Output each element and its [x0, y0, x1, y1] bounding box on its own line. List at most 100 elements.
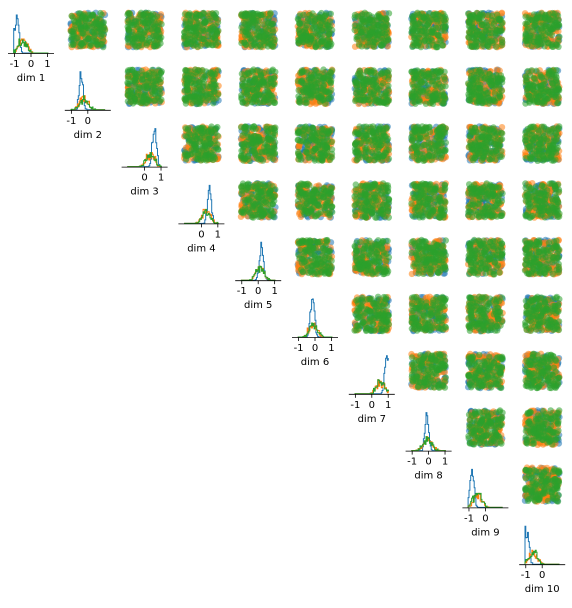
scatter-point — [306, 40, 313, 48]
scatter-point — [499, 19, 506, 26]
scatter-point — [496, 92, 504, 100]
scatter-point — [359, 17, 366, 24]
scatter-point — [357, 27, 364, 34]
scatter-point — [378, 42, 385, 49]
hist-series-3 — [13, 38, 49, 54]
scatter-point — [378, 70, 385, 77]
scatter-point — [379, 98, 387, 106]
scatter-point — [329, 67, 336, 74]
scatter-point — [210, 77, 217, 84]
scatter-point — [143, 41, 150, 48]
scatter-point — [377, 14, 384, 22]
scatter-point — [414, 67, 421, 74]
scatter-point — [300, 11, 307, 18]
scatter-point — [245, 79, 252, 87]
scatter-point — [95, 20, 102, 28]
scatter-point — [304, 17, 311, 25]
scatter-point — [124, 11, 131, 18]
scatter-point — [125, 73, 132, 80]
scatter-point — [496, 82, 503, 89]
scatter-point — [150, 70, 158, 77]
scatter-point — [325, 90, 332, 97]
scatter-point — [187, 40, 194, 47]
scatter-point — [384, 21, 391, 28]
scatter-point — [309, 32, 316, 39]
scatter-point — [360, 84, 367, 92]
scatter-2-7 — [351, 66, 393, 108]
scatter-point — [545, 39, 552, 46]
scatter-point — [432, 82, 440, 90]
scatter-point — [429, 16, 436, 23]
scatter-point — [139, 20, 147, 27]
scatter-point — [192, 69, 200, 76]
scatter-point — [319, 14, 326, 21]
scatter-point — [135, 35, 142, 42]
scatter-point — [195, 19, 203, 27]
scatter-point — [267, 9, 274, 17]
scatter-point — [383, 15, 390, 22]
scatter-2-4 — [181, 66, 222, 108]
scatter-point — [465, 93, 473, 100]
scatter-point — [70, 41, 77, 49]
scatter-point — [140, 94, 147, 101]
scatter-point — [474, 93, 482, 101]
scatter-point — [320, 83, 327, 90]
scatter-point — [250, 41, 257, 48]
scatter-point — [88, 12, 95, 19]
scatter-point — [97, 26, 104, 33]
scatter-point — [250, 66, 257, 73]
scatter-1-7 — [351, 9, 393, 50]
scatter-point — [265, 80, 272, 88]
scatter-point — [367, 70, 374, 77]
scatter-point — [415, 20, 422, 27]
scatter-point — [324, 43, 331, 50]
scatter-point — [262, 25, 269, 32]
scatter-point — [85, 29, 92, 36]
scatter-point — [441, 13, 449, 20]
scatter-point — [241, 32, 249, 39]
scatter-point — [323, 25, 330, 32]
scatter-point — [184, 84, 191, 91]
scatter-point — [439, 83, 446, 90]
scatter-point — [376, 26, 383, 34]
scatter-point — [69, 14, 77, 21]
x-tick-label: 0 — [141, 173, 147, 184]
scatter-point — [437, 67, 445, 75]
scatter-point — [303, 69, 311, 76]
scatter-point — [551, 10, 558, 18]
scatter-point — [551, 16, 559, 23]
scatter-point — [416, 31, 423, 38]
scatter-1-3 — [124, 9, 165, 51]
scatter-point — [538, 24, 545, 32]
scatter-point — [143, 99, 151, 106]
scatter-point — [359, 36, 366, 43]
scatter-point — [156, 30, 163, 37]
scatter-point — [184, 12, 192, 19]
scatter-point — [255, 28, 262, 35]
scatter-point — [434, 16, 441, 23]
scatter-point — [357, 74, 364, 81]
scatter-point — [157, 85, 164, 93]
scatter-point — [261, 32, 268, 39]
scatter-point — [319, 76, 326, 83]
scatter-point — [367, 86, 375, 93]
scatter-point — [137, 28, 144, 35]
scatter-point — [308, 73, 315, 81]
scatter-1-2 — [67, 9, 109, 51]
scatter-point — [242, 41, 250, 48]
scatter-point — [143, 78, 150, 86]
scatter-point — [208, 83, 216, 90]
scatter-point — [78, 30, 85, 37]
scatter-point — [139, 72, 146, 79]
scatter-point — [264, 20, 272, 27]
scatter-point — [82, 17, 89, 24]
scatter-point — [488, 22, 495, 30]
scatter-point — [412, 93, 419, 101]
scatter-point — [479, 34, 486, 41]
scatter-point — [499, 39, 506, 46]
scatter-point — [153, 80, 160, 88]
scatter-point — [155, 42, 162, 49]
scatter-point — [529, 27, 536, 35]
scatter-point — [554, 23, 561, 30]
